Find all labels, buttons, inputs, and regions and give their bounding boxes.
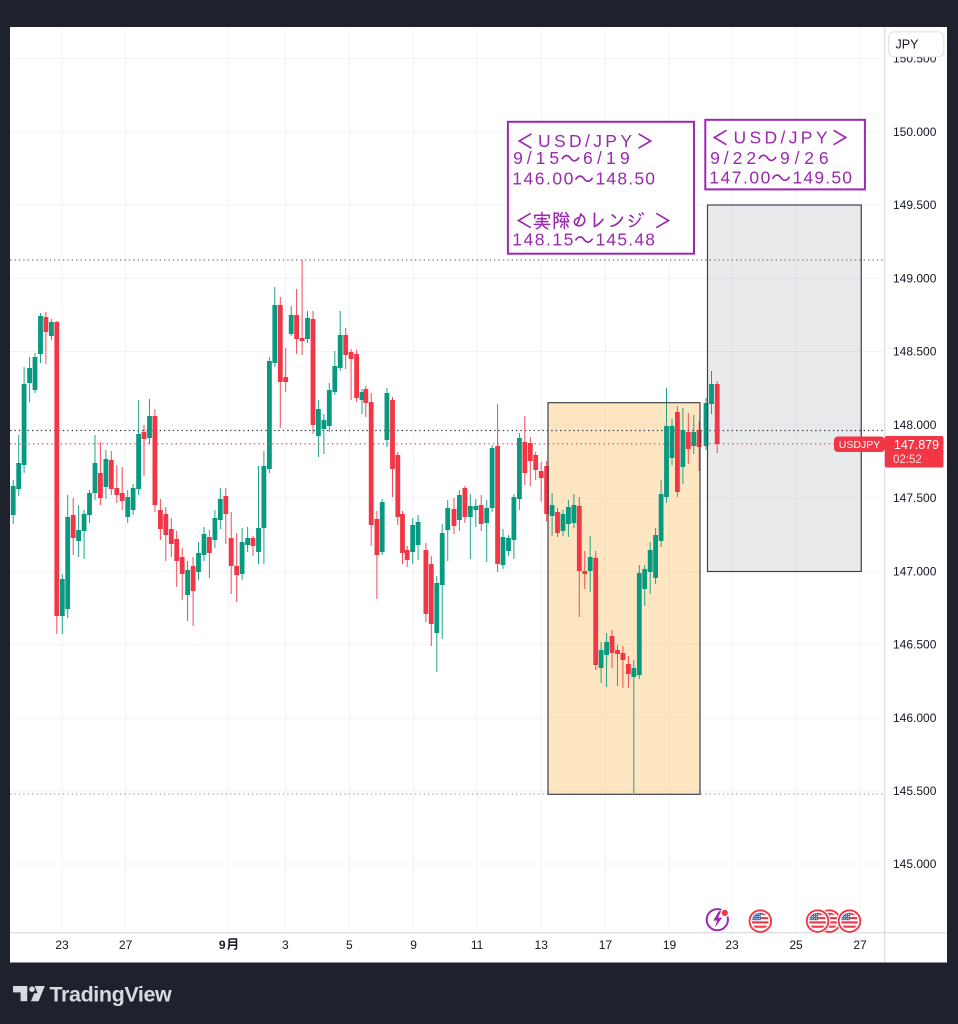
svg-text:145.500: 145.500 bbox=[893, 784, 937, 798]
svg-text:23: 23 bbox=[55, 938, 69, 952]
svg-text:146.00: 146.00 bbox=[512, 169, 573, 189]
svg-text:JPY: JPY bbox=[896, 37, 920, 51]
svg-text:149.500: 149.500 bbox=[893, 198, 937, 212]
svg-text:5: 5 bbox=[346, 938, 353, 952]
svg-text:149.50: 149.50 bbox=[793, 168, 853, 188]
svg-text:USDJPY: USDJPY bbox=[839, 439, 880, 451]
svg-text:11: 11 bbox=[471, 938, 484, 952]
svg-text:9: 9 bbox=[410, 938, 417, 952]
svg-text:146.000: 146.000 bbox=[893, 711, 937, 725]
svg-text:9/22: 9/22 bbox=[710, 148, 756, 168]
svg-text:02:52: 02:52 bbox=[893, 454, 922, 466]
svg-text:146.500: 146.500 bbox=[893, 638, 937, 652]
svg-text:23: 23 bbox=[725, 938, 739, 952]
svg-text:148.50: 148.50 bbox=[596, 169, 656, 189]
svg-text:USD/JPY: USD/JPY bbox=[734, 128, 828, 148]
svg-text:9: 9 bbox=[219, 938, 226, 952]
svg-text:27: 27 bbox=[119, 938, 133, 952]
svg-text:148.000: 148.000 bbox=[893, 418, 937, 432]
svg-text:150.000: 150.000 bbox=[893, 125, 937, 139]
svg-text:3: 3 bbox=[282, 938, 289, 952]
svg-text:USD/JPY: USD/JPY bbox=[538, 131, 632, 151]
svg-text:148.500: 148.500 bbox=[893, 345, 937, 359]
svg-text:25: 25 bbox=[789, 938, 803, 952]
svg-text:TradingView: TradingView bbox=[50, 983, 173, 1007]
svg-text:9/15: 9/15 bbox=[513, 148, 559, 168]
svg-text:149.000: 149.000 bbox=[893, 272, 937, 286]
svg-text:147.500: 147.500 bbox=[893, 491, 937, 505]
svg-text:147.000: 147.000 bbox=[893, 565, 937, 579]
svg-text:147.879: 147.879 bbox=[894, 438, 939, 452]
svg-text:6/19: 6/19 bbox=[583, 148, 630, 168]
svg-text:13: 13 bbox=[535, 938, 549, 952]
svg-text:145.48: 145.48 bbox=[596, 230, 656, 250]
svg-text:145.000: 145.000 bbox=[893, 857, 937, 871]
svg-text:148.15: 148.15 bbox=[512, 230, 573, 250]
svg-text:17: 17 bbox=[599, 938, 613, 952]
svg-text:147.00: 147.00 bbox=[709, 168, 770, 188]
svg-text:9/26: 9/26 bbox=[780, 148, 829, 168]
svg-text:27: 27 bbox=[853, 938, 867, 952]
svg-text:19: 19 bbox=[663, 938, 677, 952]
